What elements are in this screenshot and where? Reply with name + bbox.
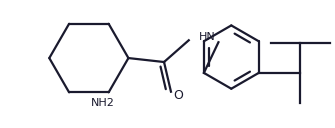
Text: NH2: NH2 xyxy=(91,98,115,108)
Text: O: O xyxy=(173,89,183,102)
Text: HN: HN xyxy=(199,32,215,42)
